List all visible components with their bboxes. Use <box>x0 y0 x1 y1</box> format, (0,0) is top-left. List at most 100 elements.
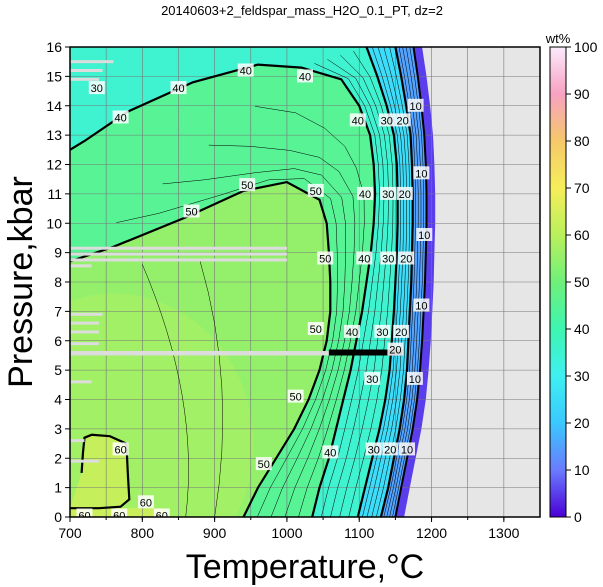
contour-label-text: 20 <box>399 189 411 201</box>
y-tick-label: 3 <box>54 421 62 437</box>
x-tick-label: 1200 <box>416 525 447 541</box>
thin-contour <box>255 106 365 517</box>
x-axis-label: Temperature,°C <box>186 548 424 586</box>
contour-label-text: 60 <box>113 511 125 523</box>
y-tick-label: 1 <box>54 480 62 496</box>
contour-label-text: 50 <box>319 254 331 266</box>
contour-label: 30 <box>378 113 395 127</box>
y-tick-label: 2 <box>54 450 62 466</box>
contour-label-text: 20 <box>396 115 408 127</box>
thin-contour <box>383 47 416 517</box>
contour-label-bg <box>399 442 415 456</box>
contour-label-bg <box>378 113 395 127</box>
contour-label: 20 <box>398 251 415 266</box>
colorbar-tick-label: 10 <box>574 462 590 478</box>
colorbar-tick-label: 100 <box>574 39 598 55</box>
contour-label-bg <box>416 228 433 241</box>
contour-label-bg <box>317 251 334 265</box>
thin-contour <box>162 168 346 517</box>
contour-label-text: 50 <box>289 392 301 404</box>
y-tick-label: 15 <box>46 68 62 84</box>
thin-contour <box>208 144 356 517</box>
contour-label-bg <box>380 186 397 200</box>
contour-label-bg <box>349 113 366 127</box>
contour-label: 10 <box>407 98 424 113</box>
x-tick-labels: 700 800 900 1000 1100 1200 1300 <box>58 525 519 541</box>
contour-label: 40 <box>344 324 360 339</box>
contour-label-bg <box>407 98 424 112</box>
contour-label-text: 30 <box>366 374 378 386</box>
contour-label-text: 40 <box>240 66 252 78</box>
contour-label: 50 <box>287 389 304 404</box>
contour-label: 40 <box>170 81 187 95</box>
y-tick-label: 13 <box>46 127 62 143</box>
contour-label-text: 50 <box>258 459 270 471</box>
contour-label-text: 40 <box>358 254 370 266</box>
y-tick-label: 12 <box>46 157 62 173</box>
artifact-stripe <box>70 312 103 316</box>
contour-label-bg <box>153 508 170 517</box>
thin-contour <box>199 261 223 517</box>
contour-label: 10 <box>416 228 433 242</box>
y-tick-label: 10 <box>46 215 62 231</box>
contour-label-bg <box>297 69 313 83</box>
contour-label-bg <box>364 371 381 385</box>
artifact-stripes <box>70 60 403 463</box>
artifact-stripe <box>70 246 287 250</box>
contour-label-text: 40 <box>324 447 336 459</box>
contour-label-bg <box>255 457 272 471</box>
contour-10 <box>394 47 428 517</box>
contour-label-text: 40 <box>299 71 311 83</box>
contour-label: 10 <box>406 371 423 386</box>
artifact-stripe <box>70 60 114 64</box>
artifact-stripe <box>70 77 99 81</box>
contour-label-text: 30 <box>368 444 380 456</box>
contour-label-text: 40 <box>172 83 184 95</box>
contour-label-text: 60 <box>156 511 168 523</box>
x-tick-label: 700 <box>58 525 82 541</box>
contour-label-bg <box>394 113 411 127</box>
contour-label-text: 50 <box>185 207 197 219</box>
thin-contour <box>314 63 380 517</box>
contour-label: 20 <box>396 186 413 201</box>
contour-label-bg <box>237 63 254 77</box>
contour-label-bg <box>183 204 200 218</box>
contour-label-text: 30 <box>376 327 388 339</box>
contour-label: 60 <box>112 442 129 456</box>
contour-label-text: 50 <box>310 186 322 198</box>
contour-label-bg <box>287 389 304 403</box>
contour-label: 50 <box>239 178 256 192</box>
colorbar-tick-label: 20 <box>574 415 590 431</box>
x-tick-label: 1300 <box>488 525 519 541</box>
contour-label-bg <box>137 495 154 509</box>
contour-label-bg <box>393 324 410 338</box>
contour-label-bg <box>322 445 339 459</box>
y-tick-label: 9 <box>54 245 62 261</box>
colorbar <box>549 46 567 518</box>
artifact-stripe <box>70 252 287 256</box>
contour-label-text: 50 <box>241 180 253 192</box>
contour-label-text: 40 <box>346 327 358 339</box>
contour-label: 50 <box>183 204 200 219</box>
contour-label-bg <box>307 183 324 197</box>
y-tick-label: 7 <box>54 303 62 319</box>
contour-label: 40 <box>357 186 373 201</box>
contour-label-text: 10 <box>409 374 421 386</box>
artifact-stripe <box>70 264 92 268</box>
artifact-stripe <box>70 459 99 463</box>
colorbar-tick-label: 50 <box>574 274 590 290</box>
y-tick-label: 5 <box>54 362 62 378</box>
colorbar-ticks: 0 10 20 30 40 50 60 70 80 90 100 <box>566 39 598 525</box>
contour-label: 30 <box>380 251 397 266</box>
contour-label-bg <box>112 110 129 124</box>
contour-label: 40 <box>322 445 339 459</box>
contour-label-bg <box>396 186 413 200</box>
colorbar-tick-label: 80 <box>574 133 590 149</box>
contour-label-text: 40 <box>352 115 364 127</box>
contour-label-bg <box>398 251 415 265</box>
artifact-stripe <box>70 69 103 72</box>
contour-label-bg <box>112 442 129 456</box>
contour-label-bg <box>374 324 391 338</box>
